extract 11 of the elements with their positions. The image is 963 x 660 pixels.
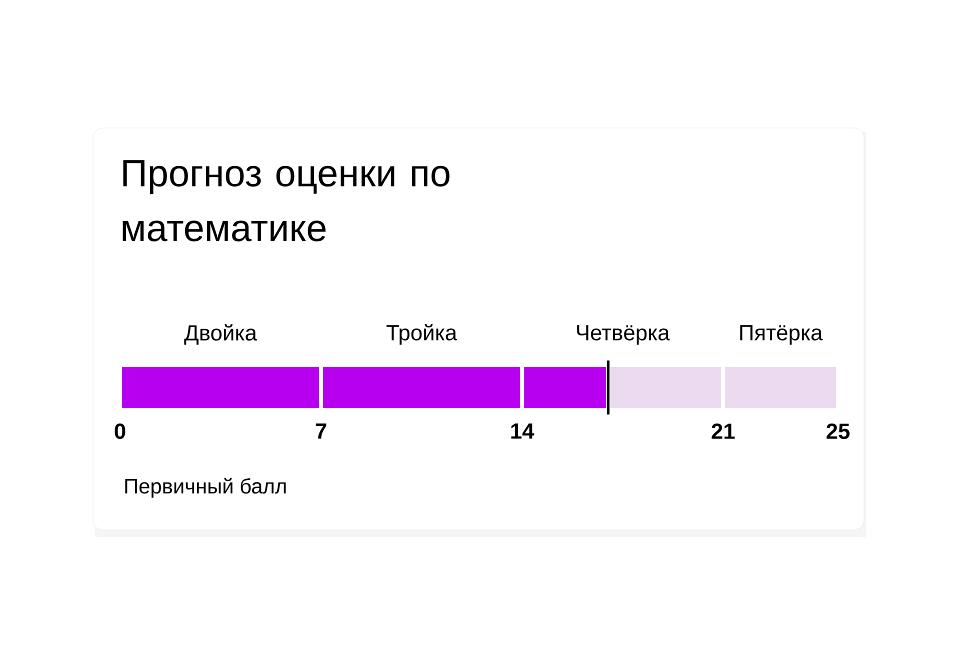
text: Тройка bbox=[386, 324, 458, 345]
x-tick-label: 25 bbox=[826, 423, 850, 440]
x-tick-label: 0 bbox=[114, 423, 126, 440]
text: Четвёрка bbox=[577, 325, 670, 345]
text: Пятёрка bbox=[740, 325, 823, 345]
text: Двойка bbox=[184, 324, 257, 345]
x-tick-label: 14 bbox=[511, 424, 534, 439]
x-tick-label: 21 bbox=[712, 423, 735, 439]
chart-title: Прогноз оценки по математике bbox=[122, 160, 450, 242]
x-tick-label: 7 bbox=[316, 424, 326, 439]
x-axis-title: Первичный балл bbox=[125, 478, 286, 498]
